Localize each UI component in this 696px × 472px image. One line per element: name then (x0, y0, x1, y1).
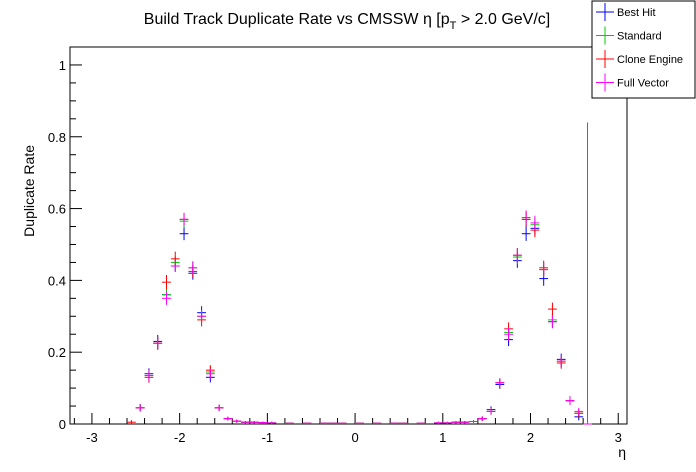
axis-tick-labels: -3 -2 -1 0 1 2 3 0 0.2 0.4 0.6 0.8 1 (48, 58, 622, 445)
data-point (328, 422, 338, 424)
data-point (188, 261, 198, 275)
x-tick-label: -3 (86, 430, 98, 445)
legend-box (591, 0, 696, 99)
data-point (170, 260, 180, 272)
data-point (162, 274, 171, 290)
legend-entry: Best Hit (596, 3, 656, 21)
data-point (337, 422, 347, 424)
x-tick-label: 0 (351, 430, 358, 445)
y-axis-label: Duplicate Rate (21, 145, 37, 237)
data-point (135, 404, 145, 412)
data-point (548, 302, 557, 316)
data-point (249, 421, 259, 424)
y-tick-label: 0 (59, 417, 66, 432)
y-tick-label: 0.2 (48, 345, 66, 360)
data-point (258, 421, 268, 424)
data-point (504, 327, 513, 341)
axis-ticks (70, 46, 619, 425)
x-tick-label: -1 (262, 430, 274, 445)
data-point (205, 368, 215, 379)
data-point (319, 422, 329, 424)
data-point (284, 422, 294, 424)
legend-entry: Clone Engine (596, 50, 683, 68)
data-point (460, 421, 470, 424)
chart-title: Build Track Duplicate Rate vs CMSSW η [p… (144, 11, 550, 32)
legend: Best Hit Standard Clone Engine Full Vector (591, 0, 696, 99)
data-point (223, 416, 233, 421)
data-point (565, 396, 575, 405)
data-point (434, 421, 443, 424)
data-point (539, 262, 549, 277)
data-point (530, 215, 540, 231)
data-point (416, 422, 426, 424)
data-point (267, 421, 277, 424)
data-point (495, 378, 505, 388)
legend-label: Standard (617, 31, 662, 43)
legend-label: Full Vector (617, 78, 669, 90)
data-point (442, 421, 452, 424)
data-point (521, 226, 531, 241)
data-point (390, 422, 399, 424)
plot-frame (69, 46, 628, 425)
legend-label: Best Hit (617, 7, 656, 19)
legend-entry: Standard (596, 26, 662, 45)
y-tick-label: 0.6 (48, 202, 66, 217)
legend-entry: Full Vector (596, 73, 669, 92)
data-point (398, 422, 408, 424)
data-point (355, 422, 364, 424)
data-point (512, 248, 522, 263)
chart-title-main: Build Track Duplicate Rate vs CMSSW η [p (144, 11, 450, 28)
chart-title-subscript: T (450, 20, 457, 32)
data-point (179, 212, 189, 226)
y-tick-label: 0.8 (48, 130, 66, 145)
x-axis-label: η (618, 444, 626, 460)
data-point (486, 408, 496, 415)
data-point (556, 355, 566, 367)
data-point (162, 291, 171, 305)
data-point (153, 336, 163, 350)
data-point (477, 416, 487, 421)
data-point (302, 422, 312, 424)
data-point (469, 420, 478, 423)
data-point (372, 422, 382, 424)
data-point (214, 404, 224, 412)
x-tick-label: 1 (439, 430, 446, 445)
x-tick-label: 3 (615, 430, 622, 445)
y-tick-label: 1 (59, 58, 66, 73)
data-point (144, 370, 154, 381)
y-tick-label: 0.4 (48, 273, 66, 288)
data-point (232, 419, 242, 423)
data-point (583, 122, 592, 425)
data-point (197, 309, 206, 323)
legend-label: Clone Engine (617, 54, 683, 66)
x-tick-label: 2 (527, 430, 534, 445)
data-point (574, 407, 584, 416)
data-point (548, 315, 557, 329)
data-series (127, 122, 592, 425)
series-full-vector (135, 122, 592, 425)
data-point (127, 420, 136, 424)
data-point (451, 421, 461, 424)
data-point (521, 210, 531, 225)
x-tick-label: -2 (174, 430, 186, 445)
data-point (241, 421, 250, 424)
data-point (179, 227, 189, 241)
chart-title-tail: > 2.0 GeV/c] (456, 11, 550, 28)
